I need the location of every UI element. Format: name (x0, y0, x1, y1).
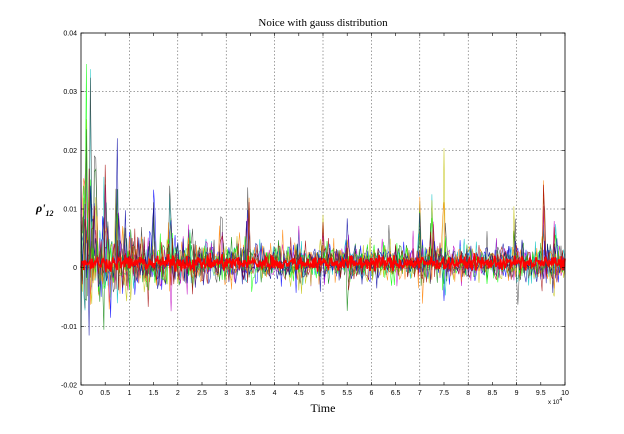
x-tick-label: 2.5 (197, 390, 207, 397)
x-tick-label: 9.5 (536, 390, 546, 397)
chart-title: Noice with gauss distribution (258, 17, 388, 29)
y-tick-label: 0.02 (63, 148, 77, 155)
x-tick-label: 6.5 (391, 390, 401, 397)
mean-series-line (80, 252, 566, 273)
x-tick-label: 0 (79, 390, 83, 397)
y-axis-label: ρ'12 (35, 201, 54, 218)
x-tick-label: 8 (466, 390, 470, 397)
y-tick-label: 0.04 (63, 31, 77, 38)
x-tick-label: 5 (321, 390, 325, 397)
x-exponent-power: 4 (559, 397, 562, 403)
x-tick-label: 3 (224, 390, 228, 397)
x-exponent-base: x 10 (548, 400, 560, 406)
x-tick-label: 9 (515, 390, 519, 397)
x-tick-label: 4 (273, 390, 277, 397)
x-tick-label: 7 (418, 390, 422, 397)
x-tick-label: 0.5 (100, 390, 110, 397)
x-exponent-label: x 104 (548, 397, 562, 406)
x-tick-label: 1.5 (149, 390, 159, 397)
y-axis-label-text: ρ' (35, 201, 46, 215)
y-tick-label: 0.01 (63, 207, 77, 214)
noise-series-line (80, 178, 566, 310)
x-tick-label: 5.5 (342, 390, 352, 397)
mean-series-group (80, 252, 566, 273)
noise-series-group (80, 63, 566, 336)
noise-series-line (80, 119, 566, 304)
y-tick-label: -0.01 (61, 324, 77, 331)
x-tick-label: 6 (369, 390, 373, 397)
y-tick-label: -0.02 (61, 383, 77, 390)
noise-series-line (80, 63, 566, 292)
y-axis-ticks: -0.02 -0.01 0 0.01 0.02 0.03 0.04 (61, 31, 565, 390)
x-tick-label: 8.5 (488, 390, 498, 397)
x-tick-label: 10 (561, 390, 569, 397)
x-tick-label: 7.5 (439, 390, 449, 397)
x-axis-label: Time (311, 401, 336, 415)
x-axis-ticks: 0 0.5 1 1.5 2 2.5 3 3.5 4 4.5 5 5.5 6 6.5 7 7.5 8 8.5 9 9.5… (79, 33, 569, 397)
y-tick-label: 0.03 (63, 89, 77, 96)
y-axis-label-subscript: 12 (46, 209, 54, 218)
x-tick-label: 1 (127, 390, 131, 397)
x-tick-label: 2 (176, 390, 180, 397)
x-tick-label: 3.5 (246, 390, 256, 397)
x-tick-label: 4.5 (294, 390, 304, 397)
y-tick-label: 0 (73, 265, 77, 272)
